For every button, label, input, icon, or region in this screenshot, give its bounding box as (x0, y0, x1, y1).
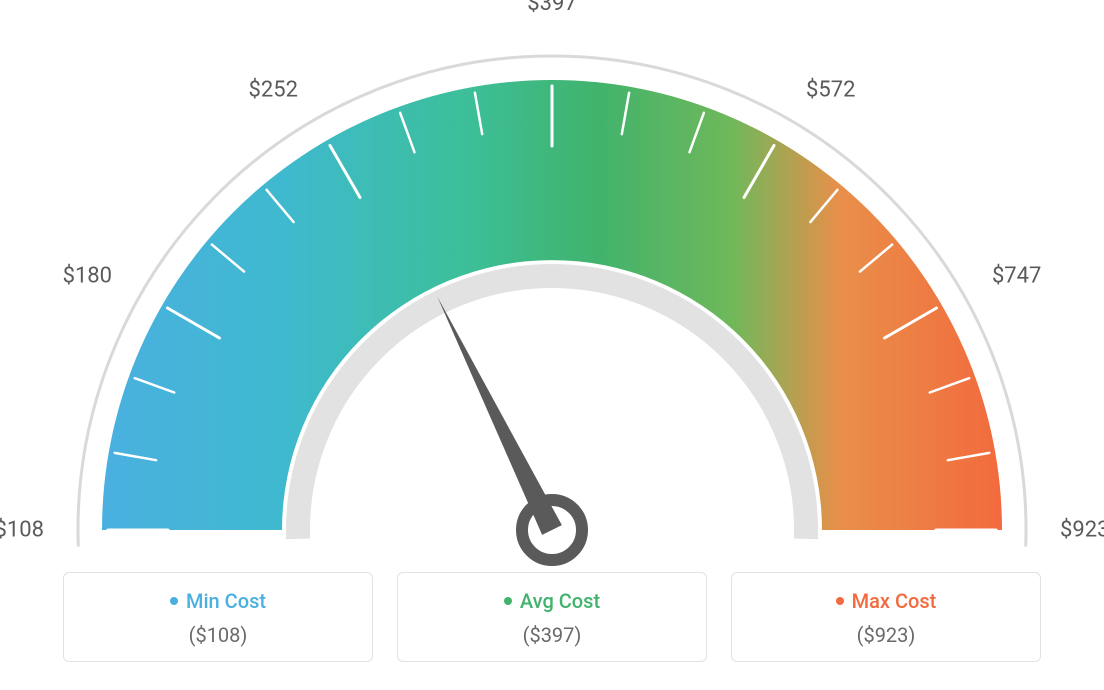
gauge-tick-label: $923 (1060, 518, 1104, 543)
gauge-tick-label: $397 (527, 0, 576, 16)
legend-card-min: Min Cost ($108) (63, 572, 373, 662)
gauge-svg (52, 20, 1052, 580)
gauge-tick-label: $180 (63, 264, 112, 289)
gauge-tick-label: $252 (249, 78, 298, 103)
legend-label-min: Min Cost (170, 589, 266, 613)
legend-label-avg: Avg Cost (504, 589, 600, 613)
legend-card-avg: Avg Cost ($397) (397, 572, 707, 662)
gauge-tick-label: $108 (0, 518, 44, 543)
legend-value-min: ($108) (64, 623, 372, 647)
gauge-tick-label: $572 (806, 78, 855, 103)
legend-value-avg: ($397) (398, 623, 706, 647)
legend-row: Min Cost ($108) Avg Cost ($397) Max Cost… (63, 572, 1041, 662)
legend-label-max: Max Cost (836, 589, 937, 613)
legend-card-max: Max Cost ($923) (731, 572, 1041, 662)
gauge-tick-label: $747 (992, 264, 1041, 289)
legend-value-max: ($923) (732, 623, 1040, 647)
cost-gauge: $108$180$252$397$572$747$923 (52, 20, 1052, 580)
